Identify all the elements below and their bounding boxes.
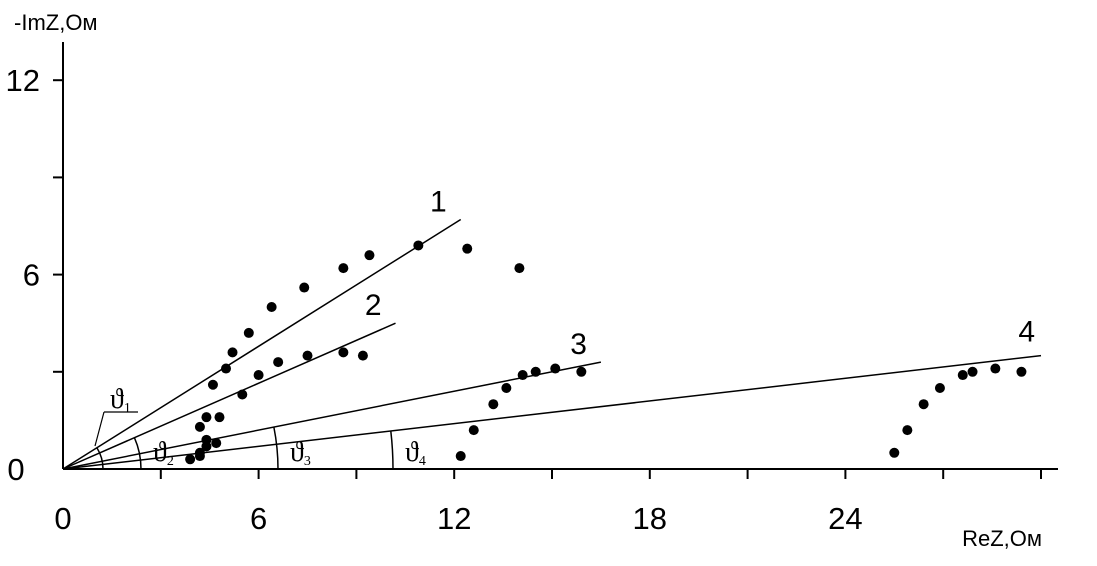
data-point-series-4 — [194, 447, 205, 458]
x-tick-label: 6 — [250, 501, 267, 536]
data-point-series-1 — [207, 379, 218, 390]
data-point-series-1 — [266, 302, 277, 312]
data-point-series-4 — [918, 399, 929, 410]
data-point-series-3 — [530, 366, 541, 377]
angle-marks: ϑ1 ϑ2 ϑ3 ϑ4 — [94, 384, 426, 470]
data-point-series-1 — [462, 243, 473, 254]
data-points — [185, 240, 1027, 465]
data-point-series-2 — [253, 370, 264, 381]
angle-arc-1 — [96, 447, 104, 470]
data-point-series-4 — [201, 434, 212, 445]
angle-subscript-2: 2 — [167, 454, 174, 469]
fit-line-2 — [62, 322, 396, 470]
series-label-4: 4 — [1018, 316, 1035, 349]
fit-line-3 — [62, 361, 602, 470]
angle-subscript-1: 1 — [124, 401, 131, 416]
data-point-series-4 — [1016, 366, 1027, 377]
data-point-series-4 — [902, 425, 913, 436]
angle-leader-1b — [94, 411, 105, 447]
data-point-series-3 — [517, 370, 528, 381]
y-tick-label: 6 — [23, 258, 40, 293]
data-point-series-2 — [221, 363, 231, 374]
angle-subscript-4: 4 — [419, 454, 426, 469]
angle-label-1: ϑ1 — [110, 384, 131, 416]
ticks — [53, 79, 1042, 479]
data-point-series-1 — [338, 263, 349, 274]
series-label-1: 1 — [430, 186, 447, 219]
angle-label-4: ϑ4 — [405, 437, 426, 469]
x-axis-title: ReZ,Ом — [962, 526, 1042, 551]
data-point-series-1 — [413, 240, 424, 251]
fit-line-1 — [62, 218, 462, 470]
data-point-series-2 — [201, 412, 212, 423]
data-point-series-3 — [468, 425, 479, 436]
data-point-series-1 — [364, 250, 375, 261]
y-tick-label: 0 — [7, 452, 24, 487]
angle-arc-3 — [273, 426, 279, 470]
data-point-series-3 — [455, 451, 466, 462]
angle-arc-4 — [390, 430, 394, 470]
data-point-series-2 — [338, 347, 349, 358]
angle-arc-2 — [133, 437, 142, 470]
data-point-series-4 — [990, 363, 1001, 374]
data-point-series-4 — [967, 366, 978, 377]
series-label-2: 2 — [365, 289, 382, 322]
x-tick-label: 0 — [54, 501, 71, 536]
data-point-series-3 — [488, 399, 499, 410]
data-point-series-3 — [194, 421, 205, 432]
x-tick-label: 24 — [828, 501, 862, 536]
data-point-series-1 — [243, 327, 254, 338]
angle-subscript-3: 3 — [304, 454, 311, 469]
angle-label-3: ϑ3 — [290, 437, 311, 469]
fit-lines: 1 2 3 4 — [62, 186, 1042, 470]
x-tick-label: 12 — [437, 501, 471, 536]
angle-label-2: ϑ2 — [153, 437, 174, 469]
data-point-series-2 — [214, 412, 225, 423]
data-point-series-4 — [957, 370, 968, 381]
data-point-series-3 — [501, 383, 512, 393]
data-point-series-4 — [185, 454, 196, 465]
data-point-series-3 — [211, 438, 222, 449]
x-tick-label: 18 — [633, 501, 667, 536]
y-tick-label: 12 — [6, 63, 40, 98]
data-point-series-4 — [934, 383, 945, 393]
data-point-series-1 — [227, 347, 238, 358]
series-label-3: 3 — [570, 328, 587, 361]
data-point-series-2 — [237, 389, 248, 400]
y-axis-title: -ImZ,Ом — [14, 10, 98, 35]
data-point-series-2 — [302, 350, 313, 361]
axes — [62, 42, 1058, 470]
data-point-series-4 — [889, 447, 900, 458]
data-point-series-1 — [514, 263, 525, 274]
data-point-series-1 — [299, 282, 310, 293]
data-point-series-2 — [273, 357, 284, 368]
data-point-series-2 — [357, 350, 368, 361]
data-point-series-3 — [576, 366, 587, 377]
data-point-series-3 — [550, 363, 561, 374]
fit-line-4 — [62, 354, 1042, 470]
